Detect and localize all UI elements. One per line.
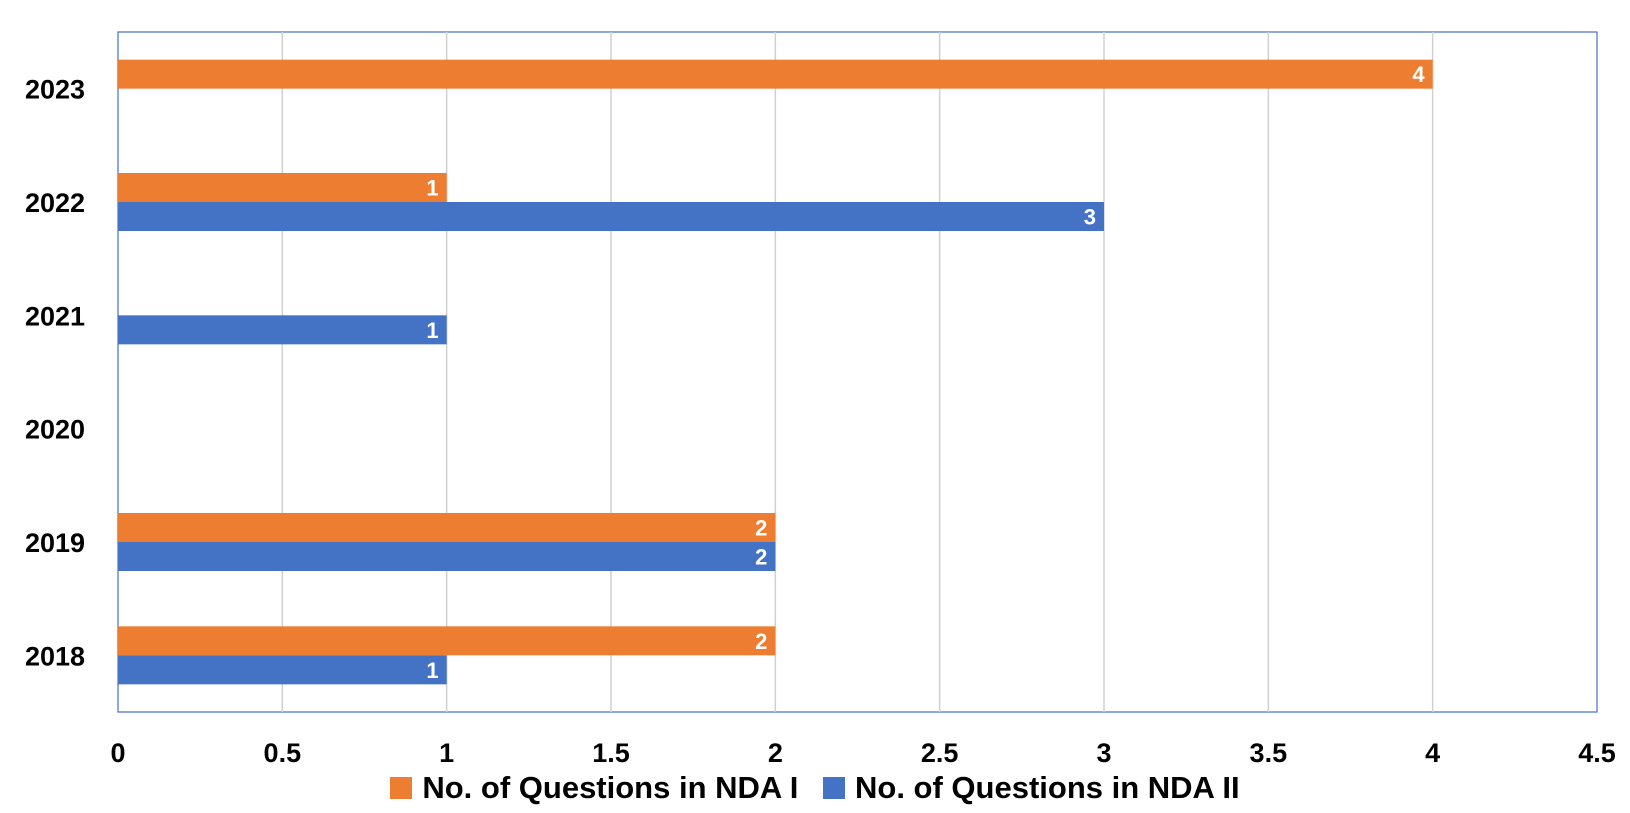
plot-area-border (117, 31, 1598, 713)
bar (118, 315, 447, 345)
legend-item-nda1[interactable]: No. of Questions in NDA I (390, 770, 798, 806)
bar (118, 626, 776, 656)
bar (118, 173, 447, 202)
x-axis-labels: 0 0.5 1 1.5 2 2.5 3 3.5 4 4.5 (110, 738, 1615, 768)
y-tick-label: 2019 (25, 528, 85, 558)
y-tick-label: 2022 (25, 188, 85, 218)
data-label: 2 (755, 516, 767, 541)
x-tick-label: 2.5 (921, 738, 959, 768)
y-tick-label: 2020 (25, 415, 85, 445)
y-tick-label: 2023 (25, 75, 85, 105)
legend-label-nda1: No. of Questions in NDA I (422, 770, 799, 805)
data-label: 1 (426, 318, 438, 343)
bar (118, 59, 1433, 89)
data-label: 2 (755, 545, 767, 570)
legend-swatch-nda1 (390, 777, 413, 799)
x-tick-label: 0 (110, 738, 125, 768)
gridlines (281, 32, 1434, 712)
data-label: 1 (426, 658, 438, 683)
x-tick-label: 3 (1096, 738, 1111, 768)
bar (118, 655, 447, 685)
data-label: 1 (426, 176, 438, 201)
legend-label-nda2: No. of Questions in NDA II (855, 770, 1240, 805)
x-tick-label: 1.5 (592, 738, 630, 768)
bar (118, 542, 776, 571)
bar (118, 202, 1104, 231)
y-tick-label: 2021 (25, 301, 85, 331)
x-tick-label: 1 (439, 738, 454, 768)
data-label: 3 (1084, 205, 1096, 230)
bar (118, 513, 776, 542)
data-label: 4 (1412, 62, 1425, 87)
legend-swatch-nda2 (823, 777, 845, 799)
bar-chart: 4 1 3 1 2 2 2 1 2023 2022 2021 2020 2019 2018 0 0.5 1 1… (25, 31, 1616, 768)
legend-item-nda2[interactable]: No. of Questions in NDA II (823, 770, 1240, 806)
x-tick-label: 2 (768, 738, 783, 768)
y-tick-label: 2018 (25, 641, 85, 671)
y-axis-labels: 2023 2022 2021 2020 2019 2018 (25, 75, 85, 672)
x-tick-label: 4.5 (1578, 738, 1616, 768)
x-tick-label: 3.5 (1250, 738, 1288, 768)
x-tick-label: 4 (1425, 738, 1440, 768)
bars: 4 1 3 1 2 2 2 1 (118, 59, 1433, 685)
data-label: 2 (755, 629, 767, 654)
x-tick-label: 0.5 (264, 738, 302, 768)
legend: No. of Questions in NDA I No. of Questio… (0, 770, 1630, 807)
